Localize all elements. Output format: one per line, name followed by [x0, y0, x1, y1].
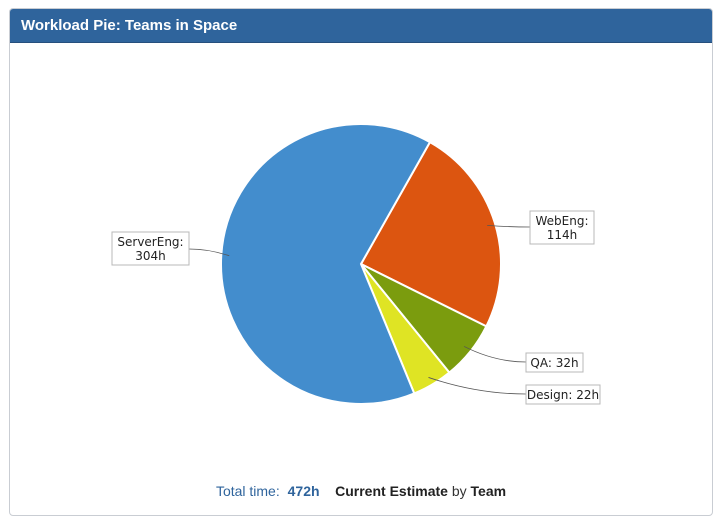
slice-label-box-servereng [111, 231, 190, 266]
leader-line-servereng [188, 248, 230, 257]
gadget-header: Workload Pie: Teams in Space [10, 9, 712, 43]
pie-slice-servereng[interactable] [220, 123, 432, 405]
total-time-value: 472h [287, 483, 320, 499]
pie-labels: WebEng:114h QA: 32h Design: 22h ServerEng:3… [111, 210, 601, 405]
by-word: by [451, 483, 467, 499]
gadget-title: Workload Pie: Teams in Space [21, 17, 238, 34]
pie-slices [220, 123, 502, 405]
chart-footer: Total time: 472h Current Estimate by Tea… [10, 483, 712, 499]
slice-label-webeng: 114h [547, 228, 578, 242]
slice-label-servereng: 304h [135, 249, 166, 263]
group-label: Team [470, 483, 507, 499]
slice-label-qa: QA: 32h [530, 356, 578, 370]
total-time-label: Total time: [215, 483, 280, 499]
leader-line-webeng [487, 224, 531, 228]
chart-area: WebEng: 114h QA: 32h Design: 22h ServerEng: 3… [10, 43, 712, 515]
slice-label-box-design [525, 384, 601, 405]
leader-line-design [428, 377, 527, 395]
pie-chart: WebEng:114h QA: 32h Design: 22h ServerEng:3… [111, 123, 601, 405]
workload-pie-gadget: Workload Pie: Teams in Space WebEng: 114h… [9, 8, 713, 516]
slice-label-box-qa [525, 352, 584, 373]
slice-label-webeng: WebEng: [535, 214, 588, 228]
estimate-label: Current Estimate [335, 483, 448, 499]
slice-label-servereng: ServerEng: [117, 235, 183, 249]
leader-line-qa [463, 346, 527, 363]
slice-label-design: Design: 22h [527, 388, 599, 402]
slice-label-box-webeng [529, 210, 595, 245]
